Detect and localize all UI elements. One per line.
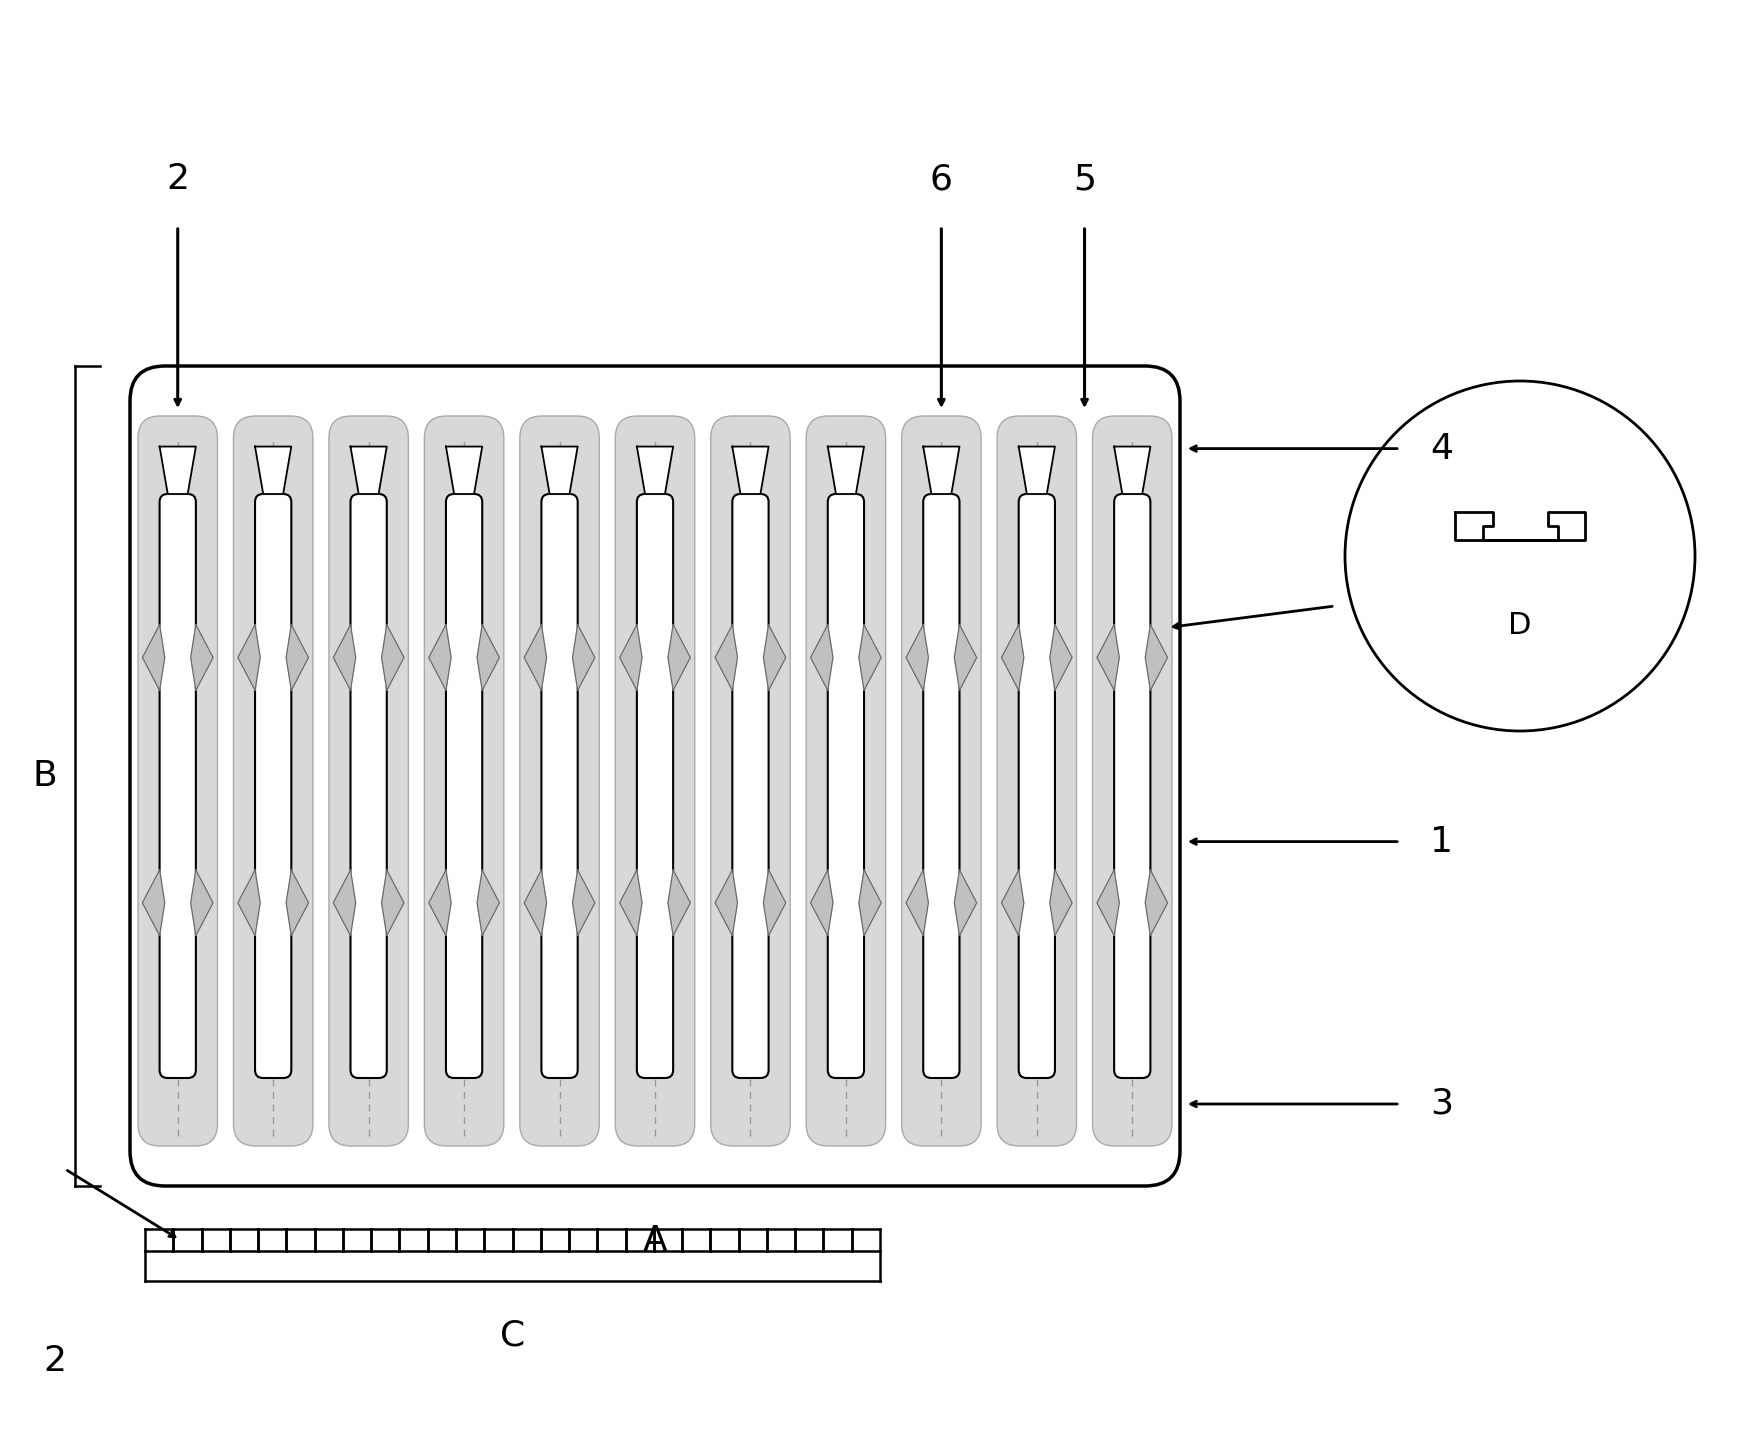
Polygon shape: [381, 625, 404, 690]
Polygon shape: [763, 869, 786, 936]
FancyBboxPatch shape: [520, 416, 599, 1146]
Polygon shape: [716, 625, 737, 690]
FancyBboxPatch shape: [256, 494, 291, 1077]
Polygon shape: [954, 869, 977, 936]
Polygon shape: [859, 869, 882, 936]
Polygon shape: [351, 447, 386, 494]
Polygon shape: [619, 625, 642, 690]
Polygon shape: [541, 447, 578, 494]
FancyBboxPatch shape: [160, 494, 196, 1077]
FancyBboxPatch shape: [710, 416, 790, 1146]
Polygon shape: [333, 869, 356, 936]
Text: 5: 5: [1074, 162, 1097, 197]
FancyBboxPatch shape: [1019, 494, 1054, 1077]
Polygon shape: [732, 447, 769, 494]
Text: C: C: [501, 1319, 525, 1353]
Polygon shape: [190, 625, 213, 690]
FancyBboxPatch shape: [924, 494, 959, 1077]
Polygon shape: [524, 869, 547, 936]
Polygon shape: [478, 625, 499, 690]
FancyBboxPatch shape: [446, 494, 483, 1077]
Polygon shape: [428, 625, 451, 690]
Polygon shape: [1049, 625, 1072, 690]
Polygon shape: [573, 869, 594, 936]
Text: 4: 4: [1430, 431, 1453, 466]
FancyBboxPatch shape: [130, 365, 1179, 1187]
FancyBboxPatch shape: [330, 416, 409, 1146]
Polygon shape: [924, 447, 959, 494]
Polygon shape: [478, 869, 499, 936]
Polygon shape: [256, 447, 291, 494]
Text: 3: 3: [1430, 1088, 1453, 1121]
Polygon shape: [1001, 869, 1024, 936]
FancyBboxPatch shape: [636, 494, 673, 1077]
Text: 6: 6: [929, 162, 952, 197]
Polygon shape: [143, 869, 164, 936]
Polygon shape: [286, 625, 309, 690]
Text: 1: 1: [1430, 824, 1453, 859]
Polygon shape: [668, 869, 691, 936]
FancyBboxPatch shape: [541, 494, 578, 1077]
Polygon shape: [636, 447, 673, 494]
Polygon shape: [763, 625, 786, 690]
FancyBboxPatch shape: [138, 416, 217, 1146]
FancyBboxPatch shape: [829, 494, 864, 1077]
Polygon shape: [333, 625, 356, 690]
FancyBboxPatch shape: [351, 494, 386, 1077]
Text: 2: 2: [44, 1344, 67, 1377]
Polygon shape: [1114, 447, 1151, 494]
FancyBboxPatch shape: [1093, 416, 1172, 1146]
Polygon shape: [906, 869, 929, 936]
Polygon shape: [428, 869, 451, 936]
Polygon shape: [906, 625, 929, 690]
Polygon shape: [668, 625, 691, 690]
Polygon shape: [238, 869, 261, 936]
Polygon shape: [859, 625, 882, 690]
Polygon shape: [160, 447, 196, 494]
Polygon shape: [143, 625, 164, 690]
Polygon shape: [1001, 625, 1024, 690]
Text: B: B: [33, 759, 58, 794]
FancyBboxPatch shape: [1114, 494, 1151, 1077]
Polygon shape: [811, 869, 832, 936]
Polygon shape: [1146, 869, 1167, 936]
Polygon shape: [716, 869, 737, 936]
Polygon shape: [446, 447, 483, 494]
Polygon shape: [1019, 447, 1054, 494]
Polygon shape: [619, 869, 642, 936]
Text: D: D: [1509, 612, 1532, 641]
Polygon shape: [381, 869, 404, 936]
Polygon shape: [829, 447, 864, 494]
FancyBboxPatch shape: [425, 416, 504, 1146]
Polygon shape: [573, 625, 594, 690]
Polygon shape: [1146, 625, 1167, 690]
FancyBboxPatch shape: [615, 416, 695, 1146]
Polygon shape: [238, 625, 261, 690]
Text: A: A: [643, 1224, 668, 1258]
FancyBboxPatch shape: [732, 494, 769, 1077]
Polygon shape: [286, 869, 309, 936]
Text: 2: 2: [166, 162, 189, 197]
FancyBboxPatch shape: [998, 416, 1077, 1146]
Polygon shape: [954, 625, 977, 690]
FancyBboxPatch shape: [233, 416, 312, 1146]
Polygon shape: [190, 869, 213, 936]
FancyBboxPatch shape: [901, 416, 980, 1146]
Polygon shape: [1097, 869, 1120, 936]
Polygon shape: [811, 625, 832, 690]
Polygon shape: [1049, 869, 1072, 936]
Polygon shape: [1097, 625, 1120, 690]
FancyBboxPatch shape: [806, 416, 885, 1146]
Polygon shape: [524, 625, 547, 690]
